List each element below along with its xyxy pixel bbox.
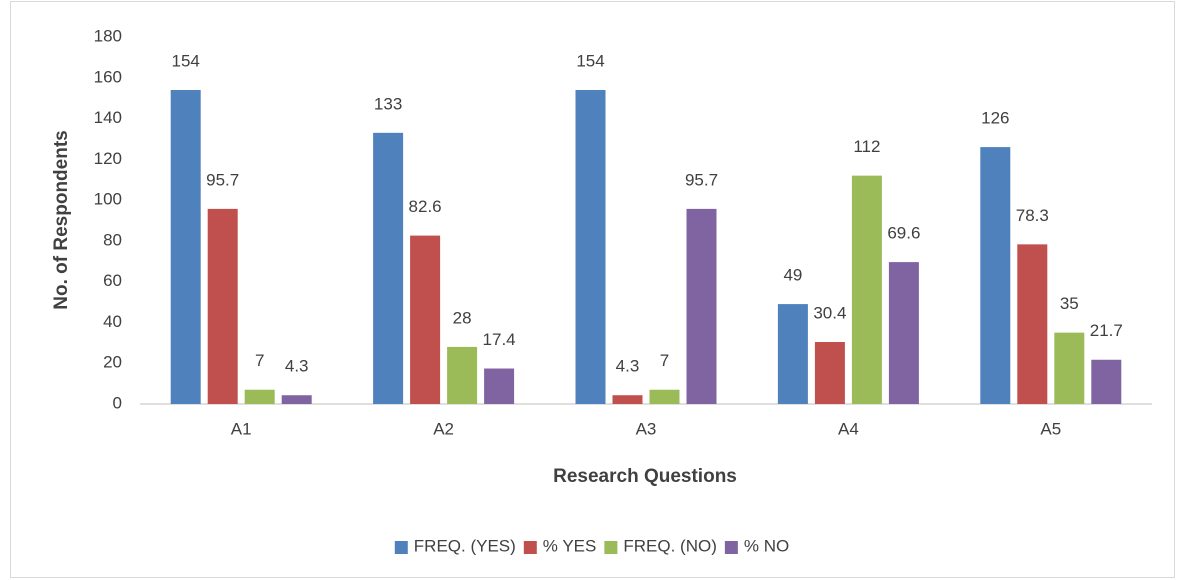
bar [612,395,643,404]
y-tick-label: 60 [103,271,122,290]
data-label: 133 [374,94,402,113]
y-tick-label: 0 [113,393,122,412]
bar [1091,359,1122,404]
x-tick-label: A5 [1040,419,1061,438]
bar [170,90,201,404]
x-axis-title: Research Questions [553,466,737,487]
bar [410,235,441,404]
bar [207,208,238,404]
data-label: 82.6 [409,197,442,216]
x-tick-label: A1 [231,419,252,438]
x-tick-label: A4 [838,419,859,438]
y-tick-label: 160 [94,67,122,86]
bar [575,90,606,404]
data-label: 112 [853,137,880,156]
data-label: 7 [660,351,669,370]
data-label: 17.4 [483,330,516,349]
data-label: 95.7 [685,170,718,189]
legend-swatch [523,541,537,554]
data-label: 28 [453,308,472,327]
bar [980,147,1011,404]
data-label: 4.3 [285,357,309,376]
x-tick-label: A3 [636,419,657,438]
bar [484,368,515,404]
bar [373,132,404,405]
legend-swatch [724,541,738,554]
bar [888,262,919,404]
bar [686,208,717,404]
x-tick-label: A2 [433,419,454,438]
y-tick-label: 20 [103,353,122,372]
legend-swatch [604,541,618,554]
legend-label: % YES [543,536,597,555]
bar [447,346,478,404]
legend-label: FREQ. (YES) [414,536,516,555]
bar [281,395,312,404]
data-label: 4.3 [616,357,640,376]
data-label: 35 [1060,294,1079,313]
data-label: 49 [783,266,802,285]
data-label: 30.4 [813,304,846,323]
data-label: 78.3 [1016,206,1049,225]
legend-swatch [394,541,408,554]
bar [777,304,808,404]
y-tick-label: 120 [94,149,122,168]
legend-label: FREQ. (NO) [623,536,717,555]
bar [244,389,275,404]
data-label: 21.7 [1090,321,1123,340]
y-tick-label: 100 [94,190,122,209]
y-axis-title: No. of Respondents [51,130,72,309]
data-label: 95.7 [206,170,239,189]
y-tick-label: 80 [103,230,122,249]
bar [814,342,845,404]
y-tick-label: 180 [94,26,122,45]
legend-label: % NO [744,536,789,555]
data-label: 69.6 [887,224,920,243]
bar [649,389,680,404]
data-label: 126 [981,109,1009,128]
y-tick-label: 40 [103,312,122,331]
data-label: 154 [172,51,200,70]
bar [851,175,882,404]
data-label: 7 [255,351,264,370]
bar [1017,244,1048,404]
y-tick-label: 140 [94,108,122,127]
data-label: 154 [576,51,604,70]
bar [1054,332,1085,404]
